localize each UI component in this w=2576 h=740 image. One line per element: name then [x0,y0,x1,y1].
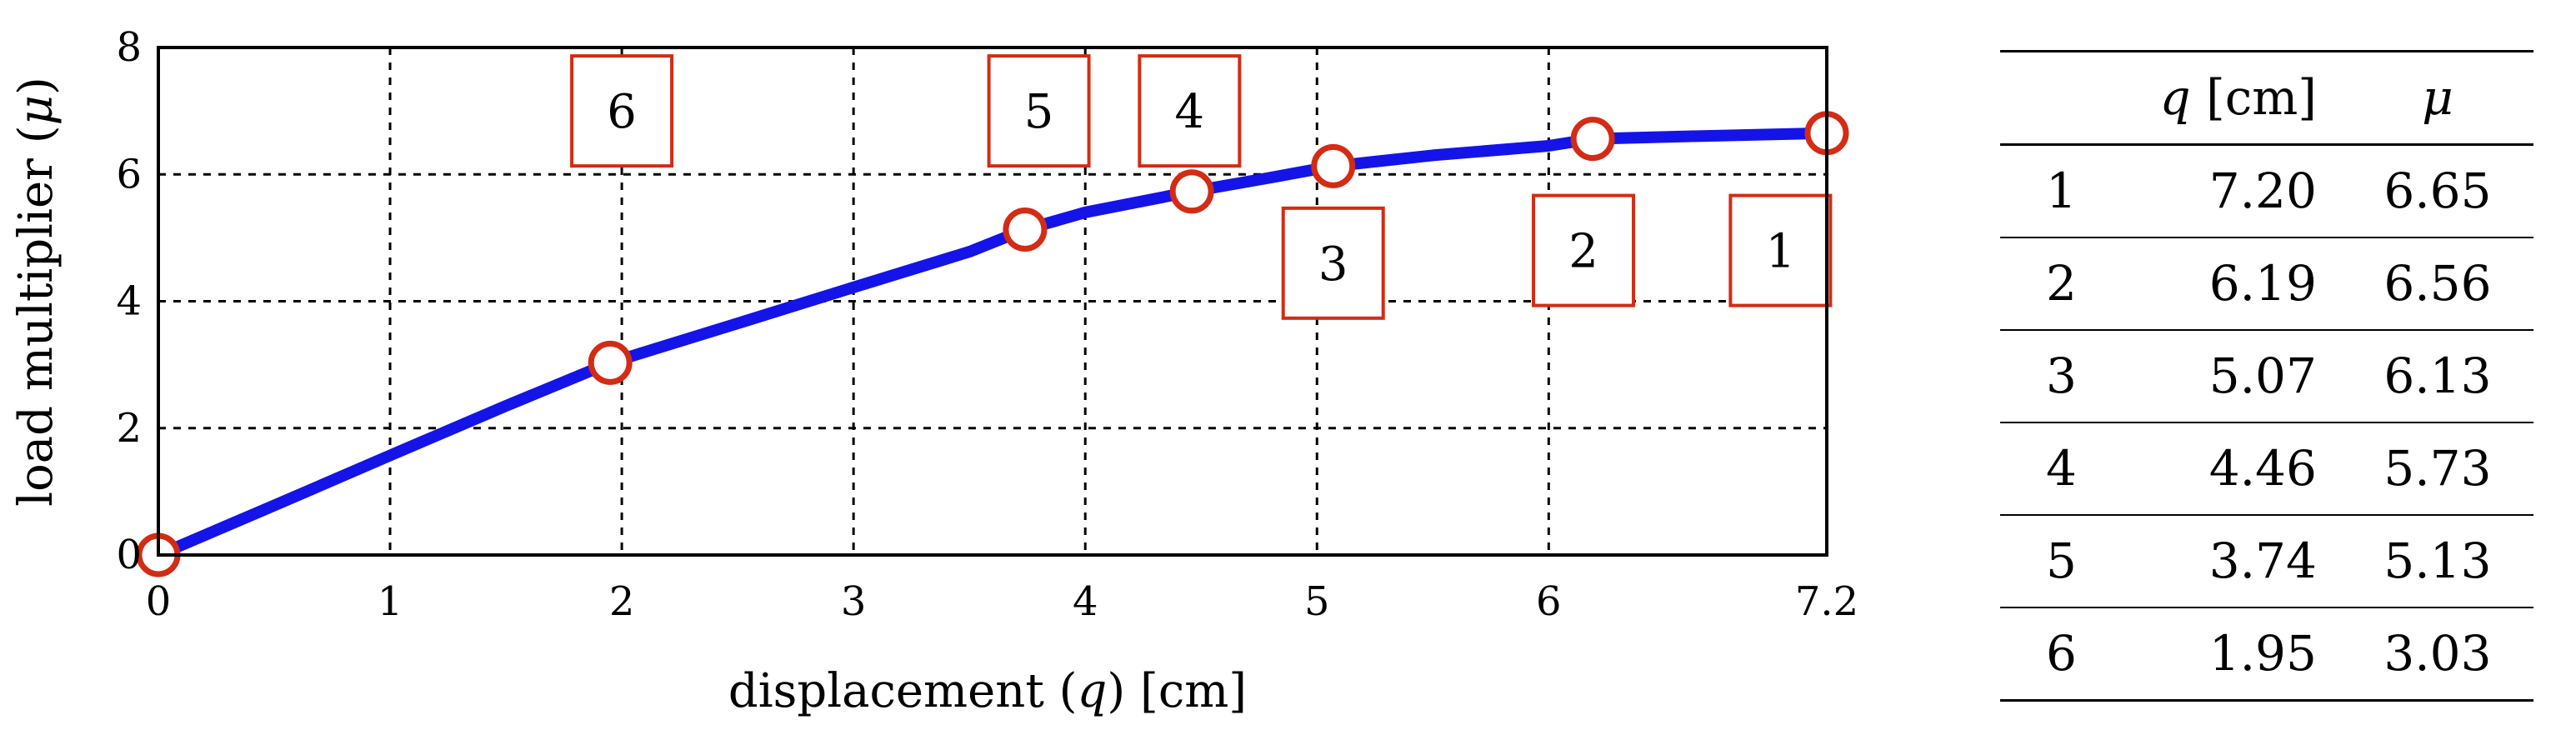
cell-q: 1.95 [2208,625,2317,682]
load-displacement-curve [153,127,1833,561]
cell-index: 6 [2046,625,2077,682]
marker-layer [136,111,1849,578]
annotation-label: 1 [1766,225,1796,279]
cell-q: 7.20 [2208,162,2317,219]
table-row: 1 7.20 6.65 [2000,145,2533,238]
table-row: 5 3.74 5.13 [2000,515,2533,608]
cell-q: 4.46 [2208,440,2317,497]
annotation-label: 3 [1318,238,1348,292]
x-tick-label: 7.2 [1795,578,1858,625]
x-tick-label: 0 [146,578,172,625]
results-table: q [cm] μ 1 7.20 6.65 2 6.19 6.56 3 5.07 6.13 4 4.4… [2000,50,2533,702]
y-axis-label: load multiplier (μ) [9,77,63,507]
x-tick-label: 3 [841,578,867,625]
y-tick-label: 8 [116,24,142,71]
table-body: 1 7.20 6.65 2 6.19 6.56 3 5.07 6.13 4 4.46 5.73 5 3.7… [2000,145,2533,701]
x-tick-label: 5 [1304,578,1330,625]
annotation-rect [1728,193,1833,308]
annotation-box-4: 4 [1138,54,1242,168]
header-q: q [cm] [2159,69,2317,126]
y-tick-label: 2 [116,405,142,452]
cell-index: 2 [2046,255,2077,312]
y-tick-label: 6 [116,151,142,198]
header-index [2000,52,2140,145]
y-tick-label: 0 [116,532,142,578]
cell-q: 6.19 [2208,255,2317,312]
cell-q: 3.74 [2208,532,2317,589]
annotation-label: 4 [1175,85,1205,139]
cell-index: 5 [2046,532,2077,589]
tick-labels: 0 1 2 3 4 5 6 7.2 0 2 4 6 8 [116,24,1858,625]
cell-index: 1 [2046,162,2077,219]
annotation-rect [987,54,1091,168]
annotation-box-3: 3 [1281,206,1385,320]
annotation-label: 6 [607,85,637,139]
data-point-marker [588,340,633,385]
curve-layer [153,127,1833,561]
data-point-marker [1169,169,1214,214]
x-tick-label: 6 [1536,578,1562,625]
data-point-marker [1003,207,1048,252]
table-row: 2 6.19 6.56 [2000,238,2533,330]
cell-mu: 6.56 [2383,255,2492,312]
table-row: 3 5.07 6.13 [2000,330,2533,422]
data-point-marker [1570,117,1615,162]
cell-q: 5.07 [2208,348,2317,404]
cell-index: 4 [2046,440,2077,497]
annotation-box-5: 5 [987,54,1091,168]
annotation-layer: 6 5 4 3 2 1 [570,54,1833,320]
y-tick-label: 4 [116,278,142,325]
x-axis-label: displacement (q) [cm] [728,664,1247,718]
cell-mu: 5.13 [2383,532,2492,589]
header-mu: μ [2422,69,2453,126]
table-header-row: q [cm] μ [2000,51,2533,145]
annotation-box-1: 1 [1728,193,1833,308]
cell-mu: 5.73 [2383,440,2492,497]
x-tick-label: 4 [1073,578,1098,625]
annotation-box-2: 2 [1532,193,1636,308]
annotation-rect [1281,206,1385,320]
cell-mu: 6.13 [2383,348,2492,404]
annotation-rect [1532,193,1636,308]
data-point-marker [1311,143,1356,188]
annotation-box-6: 6 [570,54,674,168]
grid-lines [158,48,1827,555]
annotation-rect [1138,54,1242,168]
annotation-rect [570,54,674,168]
table-row: 6 1.95 3.03 [2000,608,2533,701]
cell-index: 3 [2046,348,2077,404]
x-tick-label: 2 [609,578,635,625]
annotation-label: 2 [1568,225,1598,279]
cell-mu: 6.65 [2383,162,2492,219]
table-row: 4 4.46 5.73 [2000,422,2533,515]
x-tick-label: 1 [378,578,403,625]
plot-frame [157,46,1828,557]
annotation-label: 5 [1024,85,1054,139]
cell-mu: 3.03 [2383,625,2492,682]
